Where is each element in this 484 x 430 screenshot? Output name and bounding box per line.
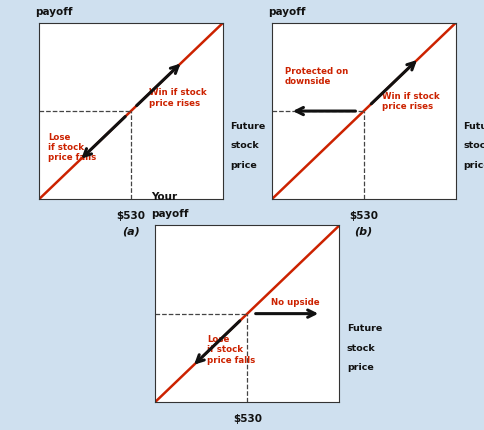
Text: price: price (462, 160, 484, 169)
Text: payoff: payoff (35, 6, 73, 17)
Text: payoff: payoff (267, 6, 305, 17)
Text: (c): (c) (239, 428, 255, 430)
Text: Lose
if stock
price falls: Lose if stock price falls (206, 334, 255, 364)
Text: Your: Your (151, 191, 177, 201)
Text: stock: stock (462, 141, 484, 150)
Text: Future: Future (230, 121, 265, 130)
Text: $530: $530 (232, 413, 261, 423)
Text: Protected on
downside: Protected on downside (284, 67, 347, 86)
Text: payoff: payoff (151, 209, 189, 219)
Text: $530: $530 (116, 211, 145, 221)
Text: Lose
if stock
price falls: Lose if stock price falls (48, 132, 96, 162)
Text: $530: $530 (348, 211, 378, 221)
Text: Win if stock
price rises: Win if stock price rises (149, 88, 207, 108)
Text: Win if stock
price rises: Win if stock price rises (381, 92, 439, 111)
Text: price: price (346, 362, 373, 371)
Text: stock: stock (230, 141, 258, 150)
Text: Future: Future (346, 323, 381, 332)
Text: (a): (a) (122, 226, 139, 237)
Text: Future: Future (462, 121, 484, 130)
Text: No upside: No upside (271, 297, 319, 306)
Text: (b): (b) (354, 226, 372, 237)
Text: price: price (230, 160, 257, 169)
Text: stock: stock (346, 343, 375, 352)
